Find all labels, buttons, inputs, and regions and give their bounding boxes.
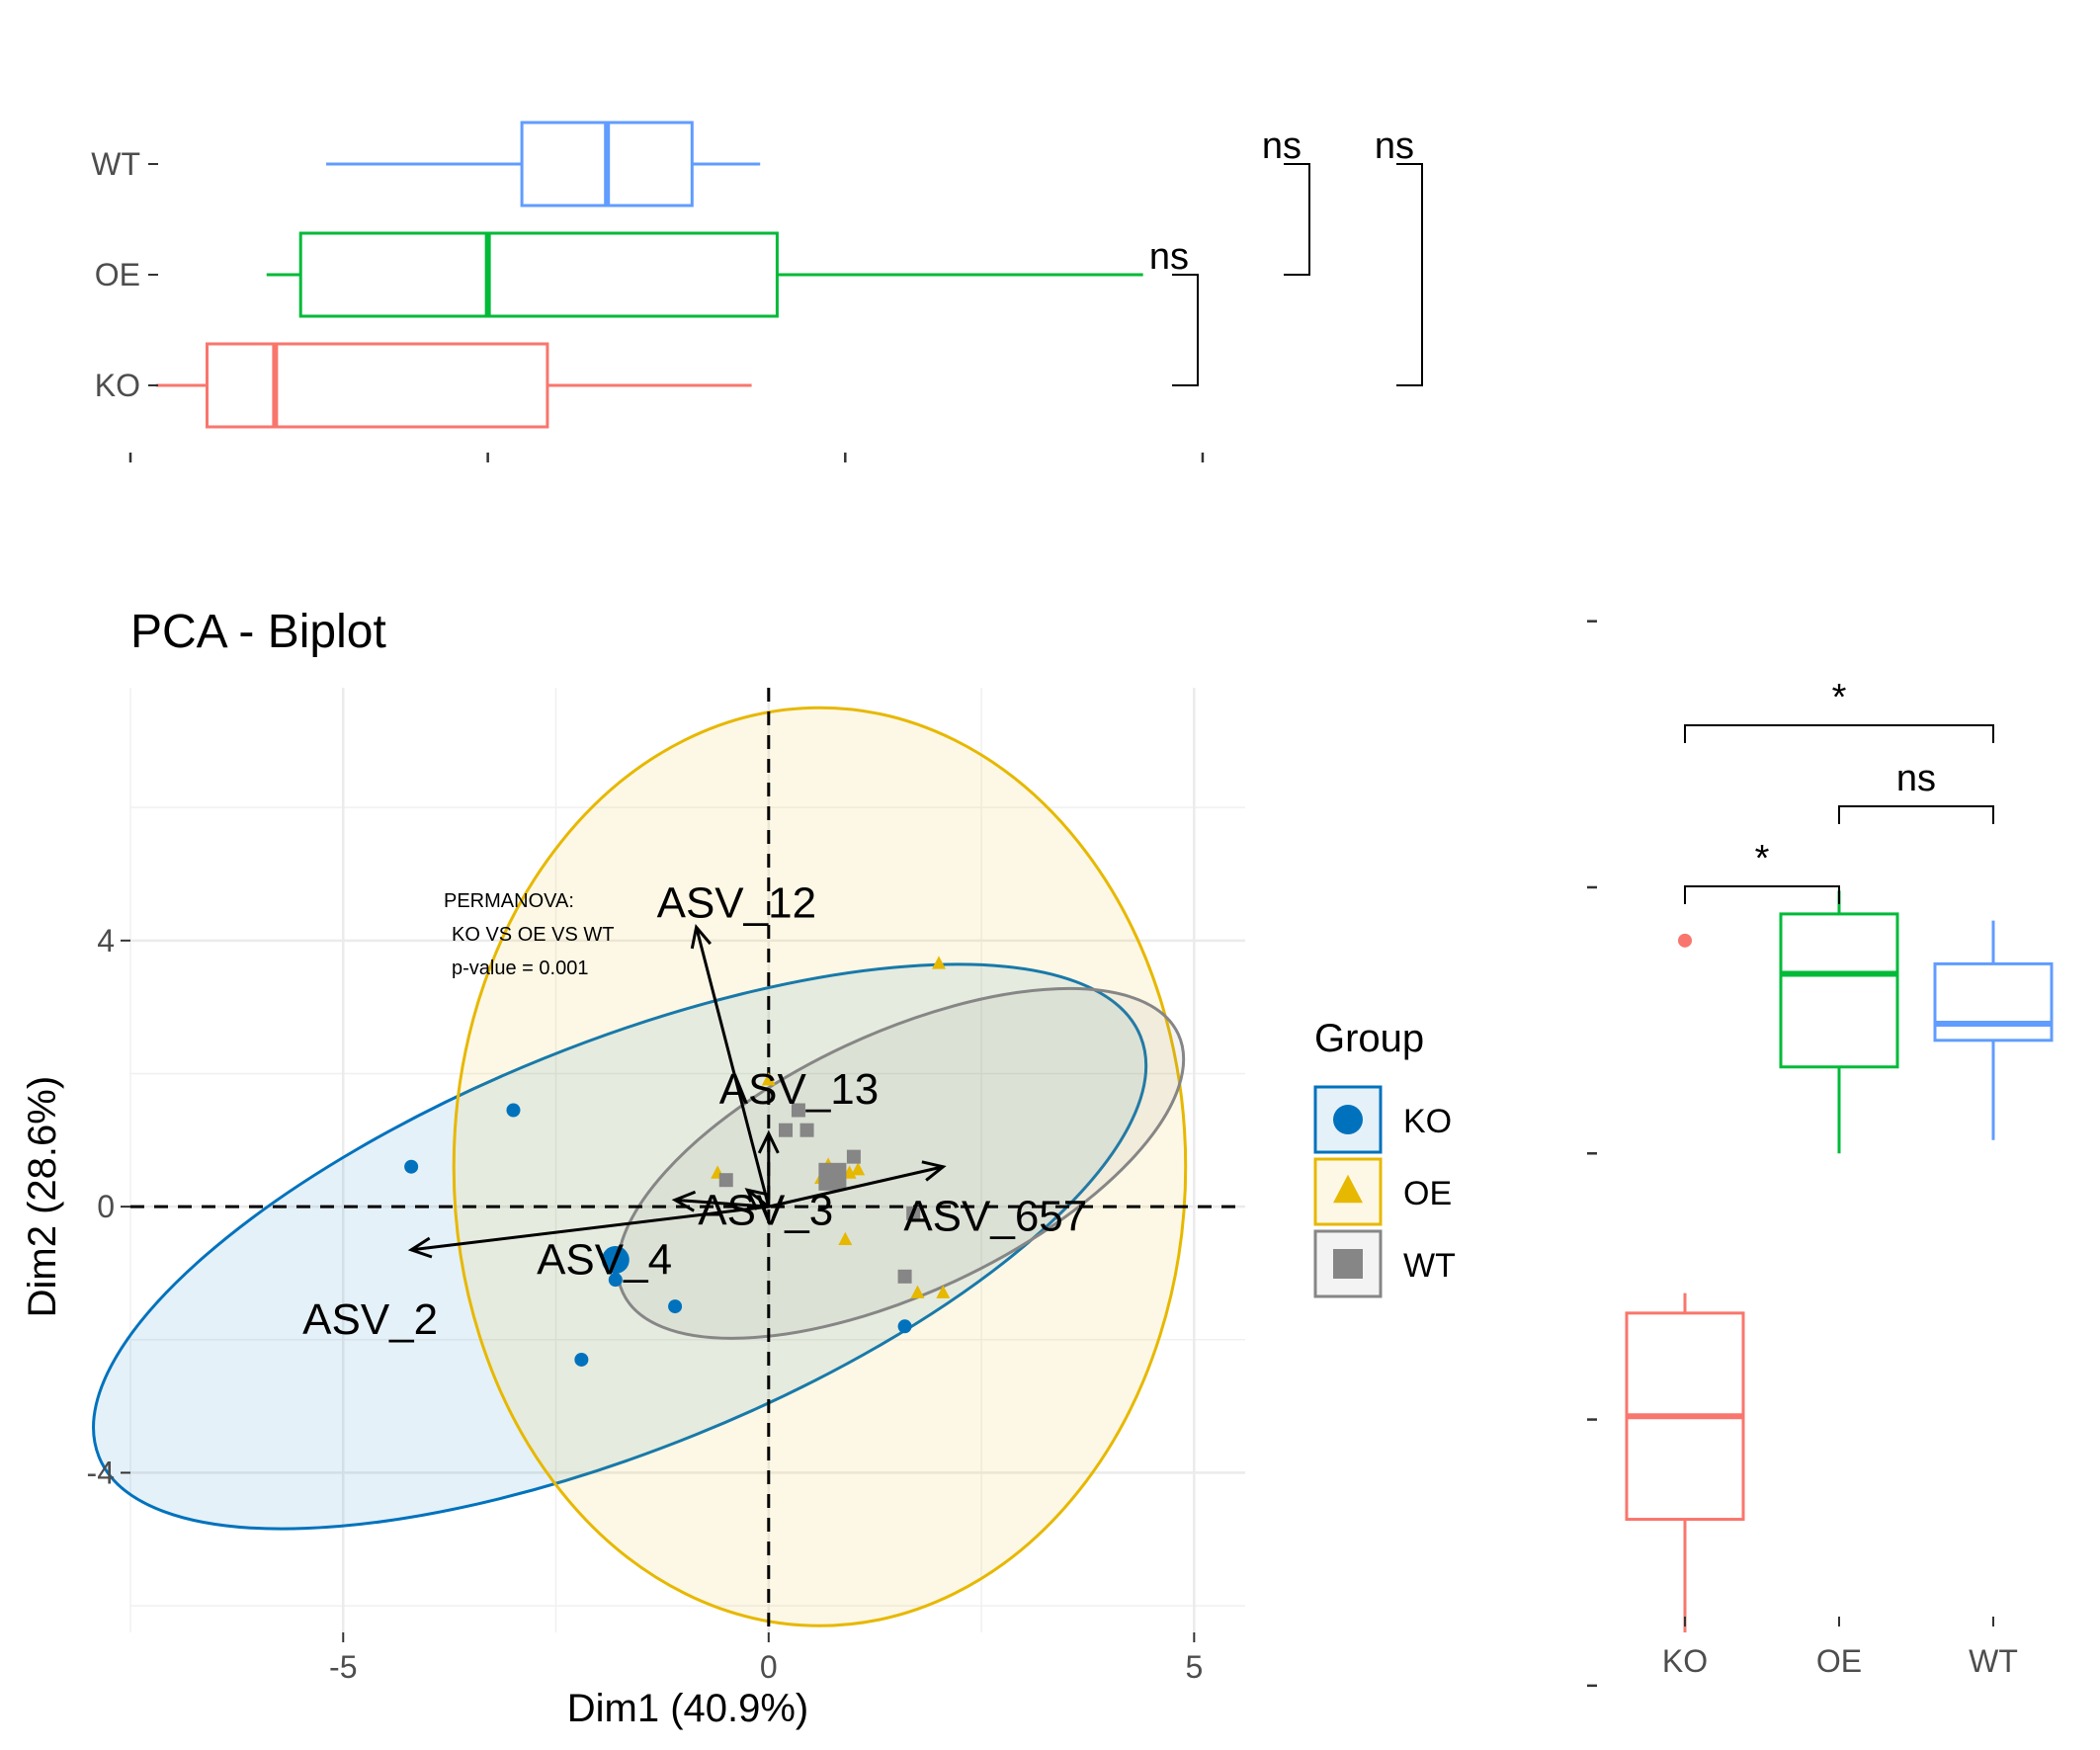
x-axis-title: Dim1 (40.9%): [567, 1687, 809, 1730]
sig-label: *: [1832, 677, 1847, 718]
y-axis-title: Dim2 (28.6%): [21, 1076, 64, 1318]
x-tick-label: -5: [329, 1649, 357, 1685]
point-oe: [910, 1285, 925, 1298]
arrow-line: [410, 1205, 769, 1252]
arrow-label: ASV_3: [698, 1186, 833, 1234]
chart-title: PCA - Biplot: [130, 606, 386, 658]
sig-bracket: [1684, 885, 1840, 904]
right-boxplot: KO OE WT * ns *: [1587, 620, 2054, 1688]
point-wt: [779, 1123, 794, 1137]
annotation-line: p-value = 0.001: [452, 958, 588, 979]
legend-title: Group: [1314, 1017, 1424, 1060]
category-label-oe: OE: [1816, 1643, 1862, 1679]
point-ko: [897, 1319, 912, 1334]
axes: -5 0 5 -4 0 4 Dim1 (40.9%) Dim2 (28.6%): [21, 923, 1203, 1730]
legend-key-oe: [1313, 1157, 1383, 1226]
sig-bracket: [1284, 163, 1310, 276]
sig-label: *: [1755, 838, 1770, 879]
point-ko: [574, 1352, 589, 1367]
top-boxplot: WT OE KO ns ns ns: [91, 121, 1423, 462]
data-points: [404, 956, 951, 1367]
loading-arrows: ASV_12 ASV_13 ASV_3 ASV_657 ASV_2 ASV_4: [302, 878, 1087, 1344]
arrow-line: [746, 1189, 770, 1208]
sig-bracket: [1396, 163, 1423, 386]
ellipse-wt: [616, 986, 1186, 1340]
y-tick-label: 0: [97, 1189, 115, 1224]
x-tick-label: 5: [1185, 1649, 1203, 1685]
ellipses: [92, 706, 1188, 1627]
arrow-head: [744, 1188, 770, 1210]
point-oe: [761, 1072, 776, 1086]
point-oe: [838, 1231, 853, 1246]
sig-label: ns: [1262, 125, 1302, 167]
permanova-annotation: PERMANOVA: KO VS OE VS WT p-value = 0.001: [444, 890, 614, 979]
centroid-wt: [818, 1162, 847, 1191]
box-oe: [298, 231, 779, 318]
outlier-ko: [1678, 933, 1692, 948]
box-ko: [205, 342, 549, 429]
arrow-head: [690, 924, 712, 950]
y-tick-label: 4: [97, 923, 115, 958]
arrow-label: ASV_4: [537, 1235, 672, 1284]
sig-bracket: [1684, 724, 1994, 743]
arrow-line: [768, 1165, 944, 1208]
point-wt: [791, 1103, 805, 1118]
point-wt: [906, 1206, 921, 1220]
legend-symbol-wt: [1333, 1249, 1363, 1279]
y-tick-label: -4: [87, 1455, 115, 1490]
arrow-head: [671, 1190, 697, 1212]
arrow-label: ASV_657: [903, 1193, 1087, 1241]
point-ko: [404, 1159, 419, 1174]
category-label-wt: WT: [1969, 1643, 2018, 1679]
point-wt: [897, 1269, 912, 1284]
legend-label-oe: OE: [1403, 1175, 1452, 1212]
legend-label-ko: KO: [1403, 1103, 1452, 1140]
arrow-line: [695, 926, 771, 1208]
box-wt: [1933, 961, 2054, 1042]
sig-label: ns: [1896, 758, 1936, 799]
point-wt: [799, 1123, 814, 1137]
category-label-ko: KO: [1662, 1643, 1708, 1679]
legend-symbol-ko: [1333, 1105, 1363, 1134]
legend-symbol-oe: [1333, 1174, 1363, 1204]
arrow-label: ASV_2: [302, 1295, 438, 1344]
sig-label: ns: [1149, 236, 1189, 278]
point-oe: [851, 1162, 866, 1176]
legend-label-wt: WT: [1403, 1247, 1456, 1285]
sig-bracket: [1172, 274, 1199, 386]
point-ko: [506, 1103, 521, 1118]
box-oe: [1779, 912, 1899, 1069]
annotation-line: KO VS OE VS WT: [452, 924, 614, 946]
arrow-label: ASV_12: [657, 878, 816, 927]
arrow-head: [757, 1129, 780, 1154]
x-tick-label: 0: [760, 1649, 778, 1685]
point-ko: [668, 1299, 683, 1314]
category-label-ko: KO: [95, 368, 140, 403]
sig-label: ns: [1375, 125, 1414, 167]
point-wt: [846, 1149, 861, 1164]
point-wt: [718, 1173, 733, 1188]
legend: Group KO OE WT: [1313, 1017, 1456, 1298]
sig-bracket: [1838, 805, 1994, 824]
arrow-line: [674, 1198, 769, 1208]
annotation-line: PERMANOVA:: [444, 890, 574, 912]
centroid-ko: [601, 1245, 630, 1274]
point-ko: [608, 1273, 623, 1288]
arrow-label: ASV_13: [719, 1065, 879, 1114]
arrow-head: [407, 1236, 433, 1259]
point-oe: [936, 1285, 951, 1298]
point-oe: [932, 956, 947, 969]
category-label-oe: OE: [95, 257, 140, 292]
category-label-wt: WT: [91, 146, 140, 182]
arrow-head: [921, 1160, 947, 1182]
